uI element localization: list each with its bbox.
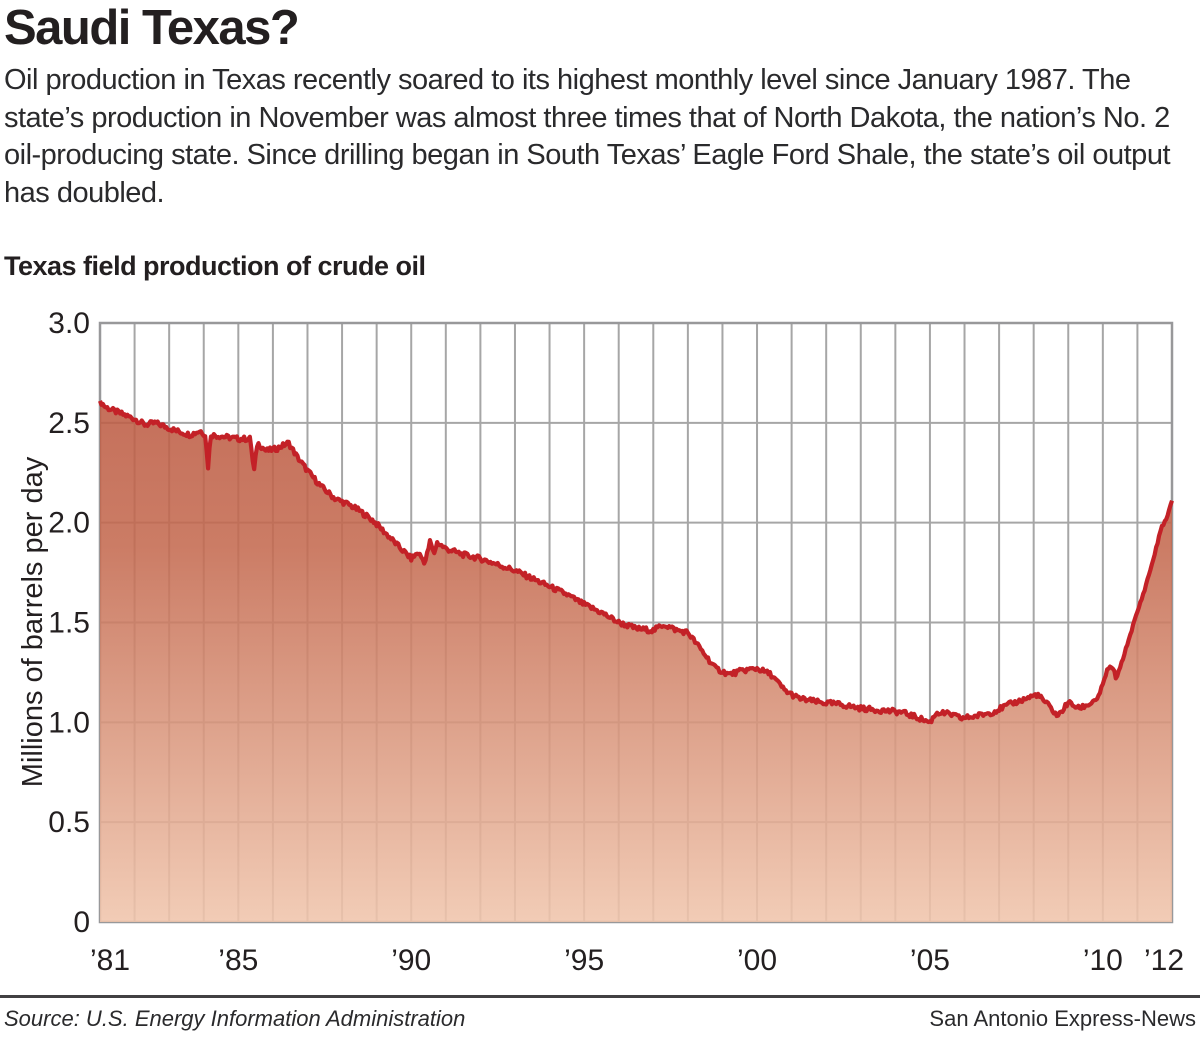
x-tick-label: ’90 [391, 944, 431, 977]
x-tick-label: ’85 [218, 944, 258, 977]
x-tick-label: ’10 [1083, 944, 1123, 977]
y-tick-label: 1.5 [48, 607, 90, 640]
x-tick-label: ’12 [1144, 944, 1184, 977]
area-fill [100, 400, 1172, 922]
page-title: Saudi Texas? [4, 1, 300, 55]
data-line [98, 400, 1174, 725]
x-tick-label: ’05 [910, 944, 950, 977]
x-tick-label: ’81 [90, 944, 130, 977]
source-credit: Source: U.S. Energy Information Administ… [4, 1006, 466, 1031]
y-tick-label: 3.0 [48, 307, 90, 340]
intro-text: Oil production in Texas recently soared … [4, 64, 1171, 210]
x-axis-ticks: ’81 ’85 ’90 ’95 ’00 ’05 ’10 ’12 [90, 944, 1184, 977]
x-tick-label: ’00 [737, 944, 777, 977]
y-axis-title: Millions of barrels per day [17, 456, 49, 787]
footer-rule [0, 995, 1200, 998]
y-tick-label: 0.5 [48, 806, 90, 839]
publisher-credit: San Antonio Express-News [929, 1006, 1196, 1031]
x-tick-label: ’95 [564, 944, 604, 977]
y-tick-label: 0 [73, 906, 90, 939]
y-tick-label: 2.0 [48, 507, 90, 540]
y-tick-label: 2.5 [48, 407, 90, 440]
chart-title: Texas field production of crude oil [4, 251, 426, 281]
y-axis-ticks: 3.0 2.5 2.0 1.5 1.0 0.5 0 [48, 307, 90, 939]
y-tick-label: 1.0 [48, 706, 90, 739]
